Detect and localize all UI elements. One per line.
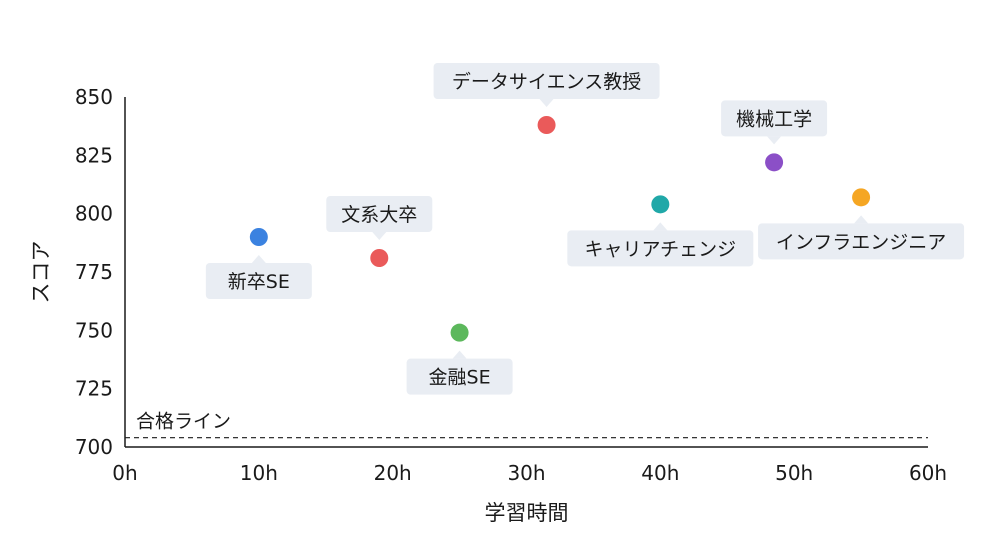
data-point — [852, 188, 871, 207]
x-tick-label: 20h — [374, 461, 412, 485]
point-callout-box — [326, 196, 433, 232]
point-callout-pointer — [854, 215, 869, 224]
y-tick-label: 725 — [75, 377, 113, 401]
x-tick-label: 40h — [641, 461, 679, 485]
data-point — [450, 323, 469, 342]
point-callout-box — [567, 230, 754, 267]
x-tick-label: 60h — [909, 461, 947, 485]
point-callout-pointer — [452, 350, 467, 359]
x-tick-label: 50h — [775, 461, 813, 485]
point-callout-box — [721, 100, 828, 137]
data-point-group: データサイエンス教授 — [433, 63, 660, 134]
data-point-group: 機械工学 — [721, 100, 828, 172]
axes — [124, 97, 928, 448]
point-callout-box — [758, 223, 965, 260]
x-axis-title: 学習時間 — [485, 501, 569, 525]
data-point — [651, 195, 670, 214]
point-callout-pointer — [767, 136, 782, 145]
point-callout-pointer — [251, 255, 266, 263]
data-point — [370, 249, 389, 267]
point-callout-pointer — [539, 99, 554, 107]
y-tick-label: 800 — [75, 202, 113, 226]
data-point — [249, 228, 268, 246]
x-tick-label: 30h — [507, 461, 545, 485]
y-tick-label: 700 — [75, 435, 113, 459]
data-point-group: 金融SE — [406, 323, 513, 395]
point-label: インフラエンジニア — [776, 231, 946, 253]
point-callout-pointer — [372, 232, 387, 240]
point-callout-pointer — [653, 222, 668, 231]
point-label: データサイエンス教授 — [452, 71, 641, 93]
point-label: 新卒SE — [228, 271, 290, 293]
point-label: キャリアチェンジ — [585, 238, 737, 260]
point-label: 金融SE — [429, 367, 491, 389]
y-tick-label: 775 — [75, 260, 113, 284]
x-tick-labels: 0h 10h 20h 30h 40h 50h 60h — [112, 461, 947, 485]
data-point — [537, 116, 556, 134]
point-callout-box — [433, 63, 660, 99]
y-tick-labels: 700 725 750 775 800 825 850 — [75, 85, 113, 459]
y-tick-label: 825 — [75, 143, 113, 167]
point-callout-box — [406, 358, 513, 395]
point-callout-box — [205, 263, 312, 299]
x-tick-label: 10h — [240, 461, 278, 485]
reference-line-group: 合格ライン — [125, 411, 928, 439]
x-tick-label: 0h — [112, 461, 137, 485]
y-tick-label: 850 — [75, 85, 113, 109]
y-axis-title: スコア — [29, 241, 53, 304]
point-label: 文系大卒 — [341, 204, 417, 226]
data-point — [765, 153, 784, 172]
data-point-group: 文系大卒 — [326, 196, 433, 267]
pass-line-label: 合格ライン — [136, 411, 231, 433]
data-point-group: 新卒SE — [205, 228, 312, 299]
data-point-group: インフラエンジニア — [758, 188, 965, 260]
point-label: 機械工学 — [736, 108, 812, 130]
y-tick-label: 750 — [75, 318, 113, 342]
data-point-group: キャリアチェンジ — [567, 195, 754, 267]
